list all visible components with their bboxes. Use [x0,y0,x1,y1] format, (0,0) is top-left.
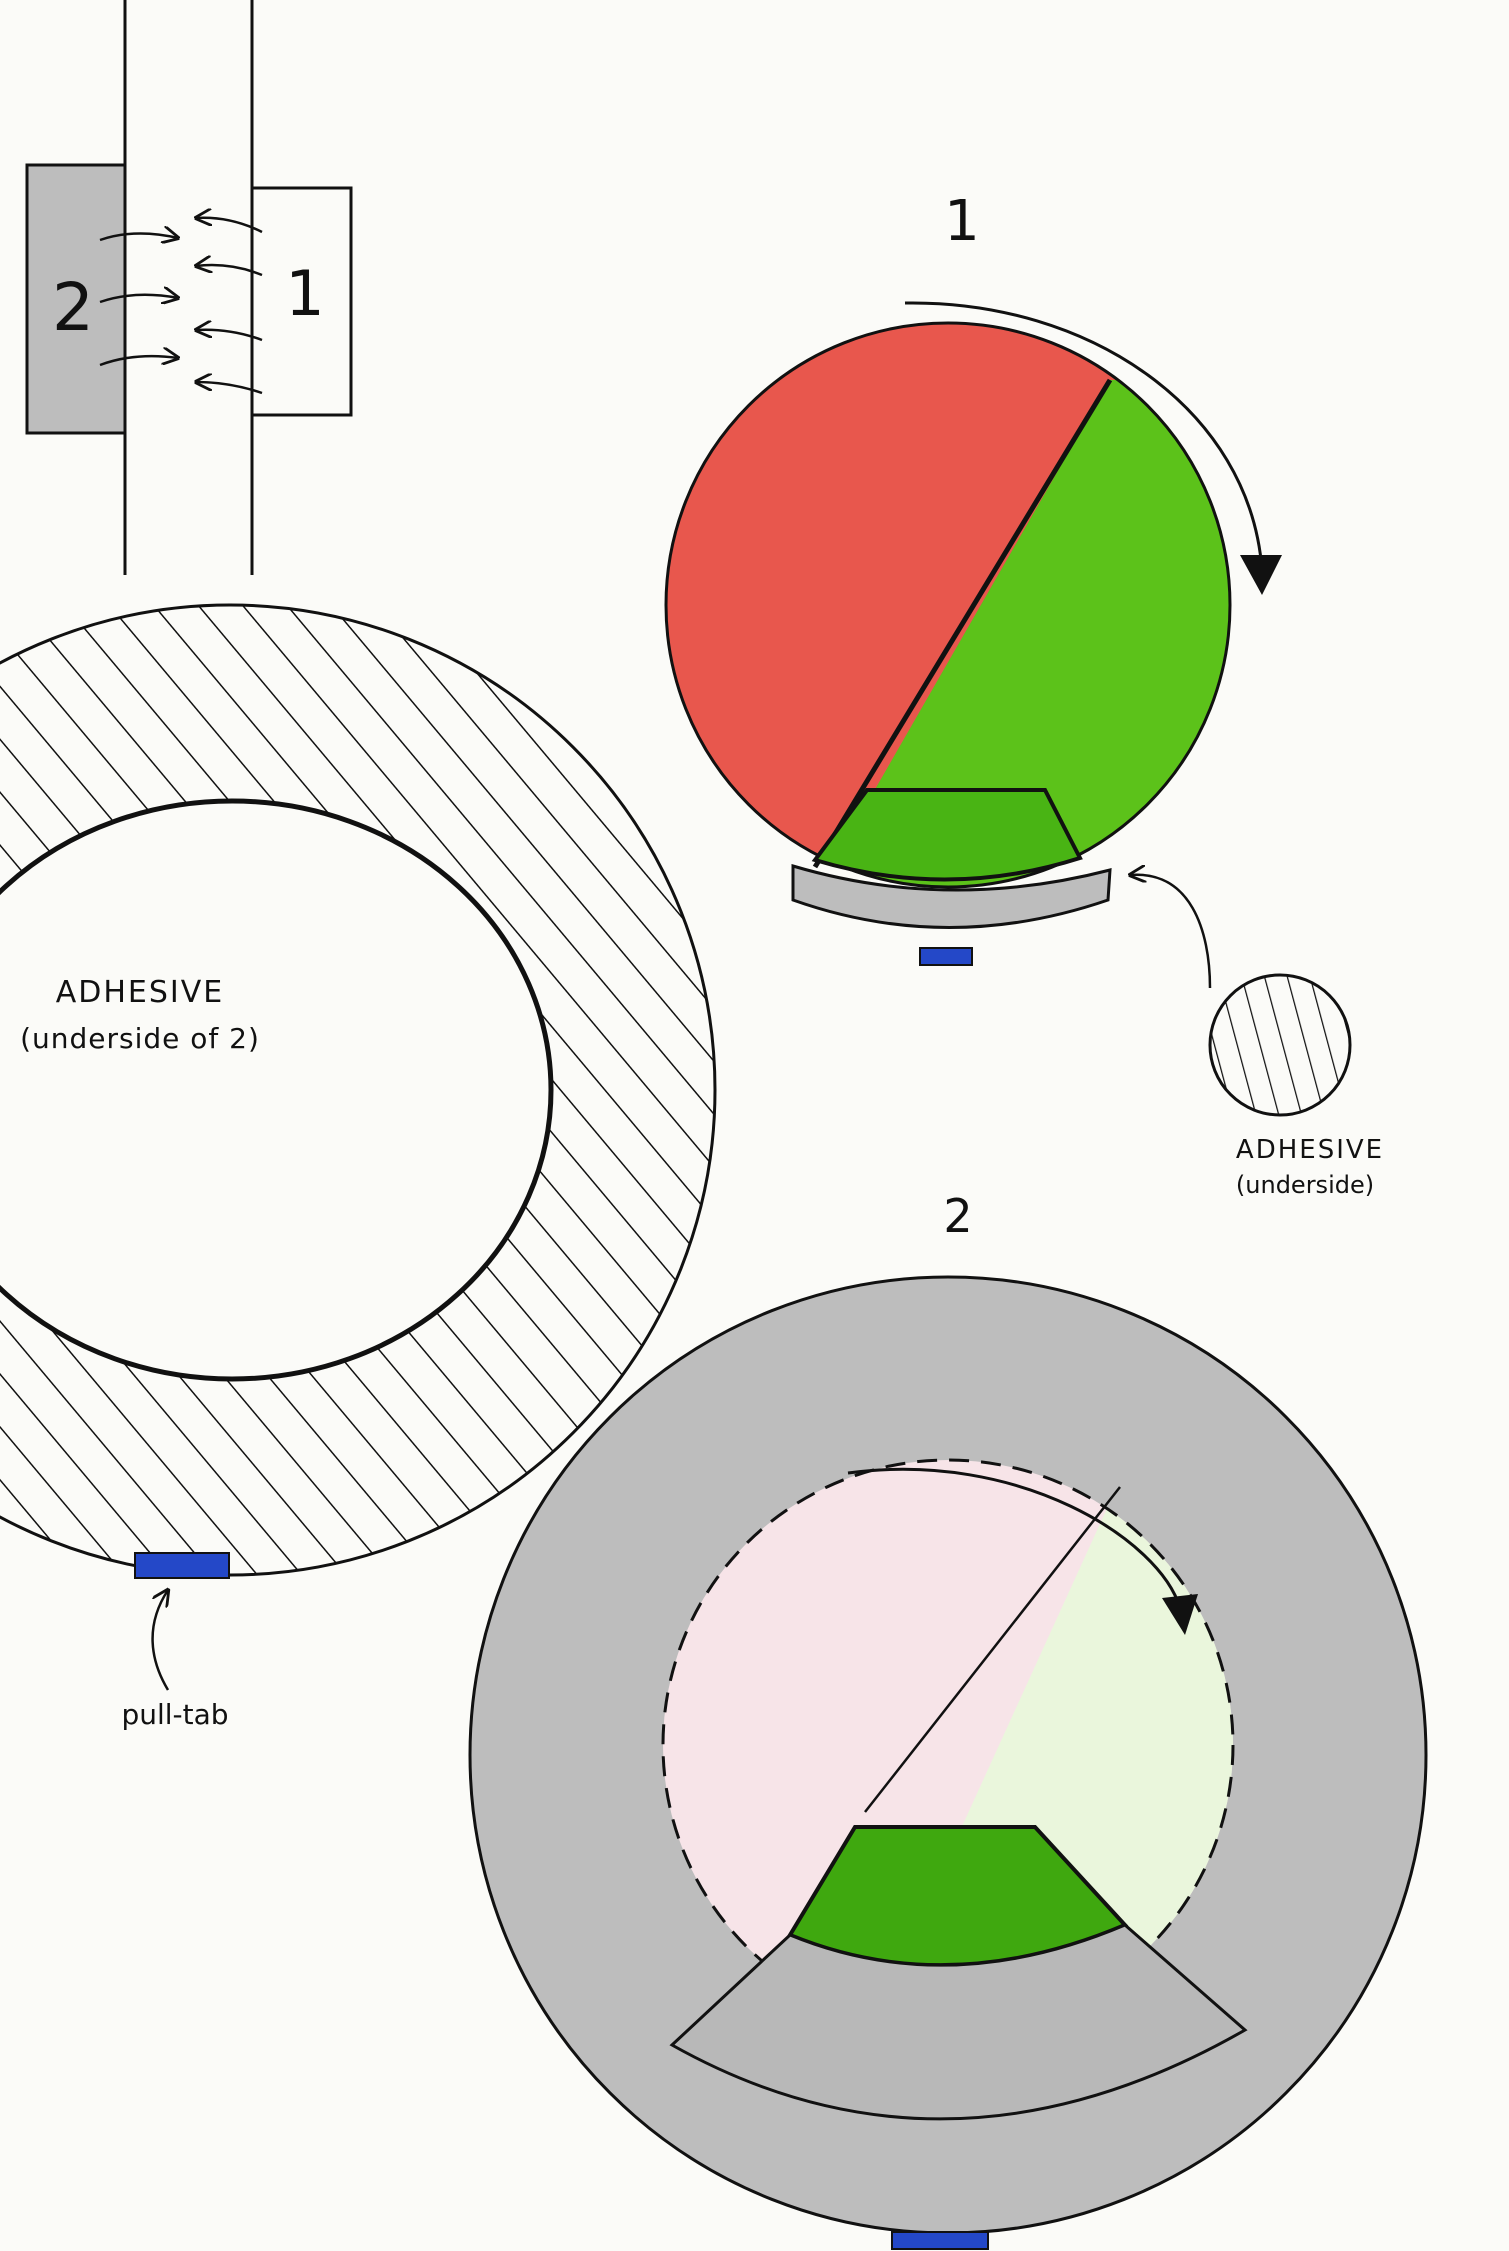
dial-1-pull-tab [919,947,973,966]
part-2-label: 2 [52,269,94,346]
part-1-label: 1 [285,257,324,330]
side-view-diagram: 2 1 [25,0,353,575]
rotation-arrow-dial-1 [904,301,1264,571]
dial-2-dashed-opening [661,1458,1235,2032]
adhesive-ring-subtitle: (underside of 2) [20,1022,260,1055]
adhesive-callout-title: ADHESIVE [1236,1135,1384,1165]
pull-tab-pointer-arrow [151,1590,168,1691]
adhesive-sample-disc [1208,973,1352,1117]
dial-1-divider [812,378,1113,869]
adhesive-callout-subtitle: (underside) [1236,1171,1374,1199]
rotation-arrow-dial-2 [847,1467,1182,1609]
dial-2-divider [864,1486,1121,1813]
pull-tab [134,1552,230,1579]
dial-1-diagram: 1 ADHESIVE (underside) [664,189,1384,1199]
adhesive-ring [0,603,717,1577]
dial-1-gray-sector [791,863,1112,929]
dial-2-diagram: 2 [468,1189,1428,2250]
dial-1-window-segment [811,788,1083,882]
dial-2-pull-tab [891,2231,989,2250]
dial-1-number: 1 [944,189,980,254]
adhesive-ring-diagram: ADHESIVE (underside of 2) pull-tab [0,603,717,1731]
pull-tab-label: pull-tab [121,1698,228,1731]
rotation-arrowhead-dial-1 [1240,555,1282,595]
adhesive-ring-title: ADHESIVE [56,975,225,1010]
attraction-arrows [99,218,263,395]
adhesive-callout-arrow [1130,875,1212,989]
dial-2-lower-sector [669,1923,1248,2121]
dial-1-outline [664,321,1232,889]
dial-2-number: 2 [943,1189,972,1243]
rotation-arrowhead-dial-2 [1162,1594,1198,1635]
ring-inner-hole [0,800,552,1380]
part-1-block [250,186,353,417]
